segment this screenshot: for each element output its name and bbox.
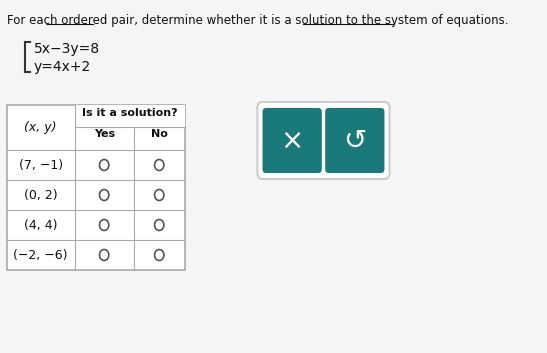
Text: ↺: ↺ (343, 126, 366, 155)
Text: For each ordered pair, determine whether it is a solution to the system of equat: For each ordered pair, determine whether… (7, 14, 508, 27)
FancyBboxPatch shape (258, 102, 389, 179)
Text: (0, 2): (0, 2) (24, 189, 57, 202)
FancyBboxPatch shape (325, 108, 385, 173)
Text: (x, y): (x, y) (25, 121, 57, 134)
Text: (7, −1): (7, −1) (19, 158, 63, 172)
Text: Yes: Yes (94, 129, 115, 139)
Text: No: No (151, 129, 167, 139)
Text: Is it a solution?: Is it a solution? (82, 108, 177, 118)
Text: ×: × (281, 126, 304, 155)
Text: 5x−3y=8: 5x−3y=8 (34, 42, 100, 56)
Text: y=4x+2: y=4x+2 (34, 60, 91, 74)
FancyBboxPatch shape (263, 108, 322, 173)
FancyBboxPatch shape (74, 105, 185, 127)
Text: (4, 4): (4, 4) (24, 219, 57, 232)
Text: (−2, −6): (−2, −6) (13, 249, 68, 262)
FancyBboxPatch shape (7, 105, 185, 270)
